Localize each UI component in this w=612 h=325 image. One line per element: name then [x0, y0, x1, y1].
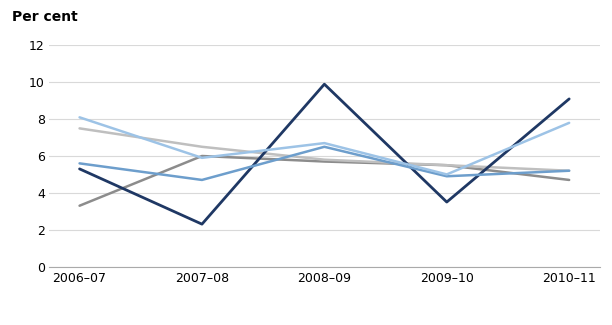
Text: Per cent: Per cent: [12, 10, 78, 24]
Legend: Inner metropolitan, Outer metropolitan, Small shire, Large shire, Regional: Inner metropolitan, Outer metropolitan, …: [21, 321, 612, 325]
